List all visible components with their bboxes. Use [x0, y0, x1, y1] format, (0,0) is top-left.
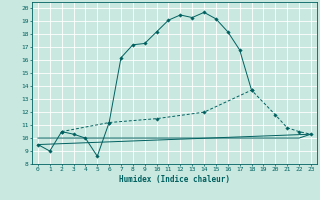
- X-axis label: Humidex (Indice chaleur): Humidex (Indice chaleur): [119, 175, 230, 184]
